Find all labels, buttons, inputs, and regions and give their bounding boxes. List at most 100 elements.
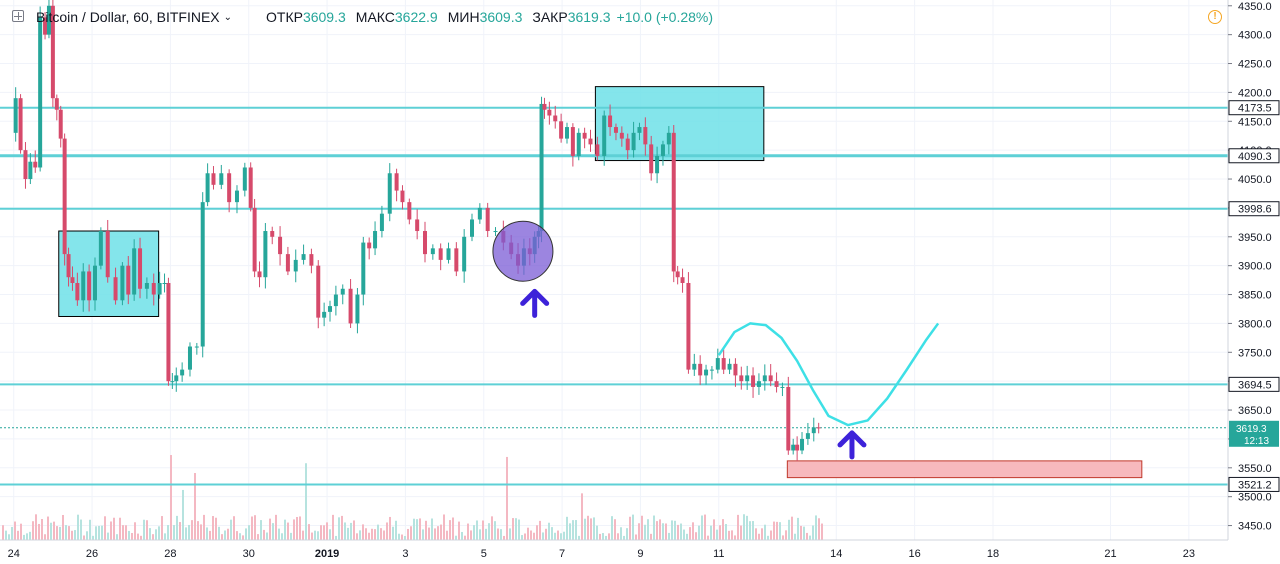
volume-bar	[221, 534, 223, 540]
volume-bar	[587, 515, 589, 540]
volume-bar	[392, 526, 394, 540]
volume-bar	[17, 530, 19, 540]
volume-bar	[284, 519, 286, 540]
volume-bar	[731, 530, 733, 540]
candle-body	[709, 369, 714, 371]
time-tick-label: 9	[637, 548, 643, 560]
price-tick-label: 4050.0	[1238, 174, 1272, 186]
volume-bar	[290, 532, 292, 540]
candle-body	[205, 173, 210, 203]
candle-body	[660, 144, 665, 156]
candle-body	[50, 5, 55, 99]
candle-body	[570, 127, 575, 156]
symbol-title[interactable]: Bitcoin / Dollar, 60, BITFINEX	[36, 9, 220, 25]
candle-body	[13, 98, 18, 133]
candle-body	[174, 375, 179, 382]
volume-bar	[353, 520, 355, 540]
candle-body	[81, 271, 86, 301]
volume-bar	[665, 523, 667, 540]
volume-bar	[47, 516, 49, 540]
volume-bar	[815, 515, 817, 540]
volume-bar	[563, 531, 565, 540]
volume-bar	[788, 519, 790, 540]
volume-bar	[536, 525, 538, 540]
volume-bar	[416, 519, 418, 540]
candle-body	[423, 231, 428, 255]
level-price-label: 4090.3	[1238, 151, 1272, 163]
volume-bar	[215, 517, 217, 540]
volume-bar	[131, 532, 133, 540]
low-label: МИН	[447, 9, 480, 25]
volume-bar	[617, 533, 619, 540]
volume-bar	[149, 528, 151, 540]
volume-bar	[647, 519, 649, 540]
volume-bar	[797, 517, 799, 540]
volume-bar	[65, 525, 67, 540]
volume-bar	[467, 523, 469, 540]
volume-bar	[83, 535, 85, 540]
candle-body	[248, 167, 253, 208]
candle-body	[800, 438, 805, 451]
volume-bar	[269, 518, 271, 540]
volume-bar	[560, 533, 562, 540]
volume-bar	[809, 535, 811, 540]
volume-bar	[491, 516, 493, 540]
candle-body	[655, 155, 660, 174]
price-tick-label: 4350.0	[1238, 1, 1272, 13]
volume-bar	[677, 524, 679, 540]
volume-bar	[689, 527, 691, 540]
volume-bar	[110, 521, 112, 540]
open-value: 3609.3	[302, 9, 346, 25]
volume-bar	[755, 528, 757, 540]
candle-body	[92, 265, 97, 301]
volume-bar	[506, 456, 508, 540]
candle-body	[316, 265, 321, 318]
volume-bar	[479, 529, 481, 540]
candle-body	[631, 132, 636, 151]
volume-bar	[236, 531, 238, 540]
volume-bar	[107, 532, 109, 540]
volume-bar	[812, 525, 814, 540]
candle-body	[643, 127, 648, 145]
volume-bar	[263, 529, 265, 540]
time-tick-label: 28	[164, 548, 176, 560]
volume-bar	[374, 529, 376, 540]
price-tick-label: 3550.0	[1238, 463, 1272, 475]
candle-body	[774, 381, 779, 387]
candle-body	[608, 115, 613, 128]
volume-bar	[2, 525, 4, 540]
candle-body	[138, 248, 143, 289]
volume-bar	[170, 455, 172, 540]
volume-bar	[605, 535, 607, 540]
chevron-down-icon[interactable]: ⌄	[223, 11, 233, 23]
add-symbol-icon[interactable]	[12, 10, 24, 22]
candle-body	[33, 161, 38, 168]
candle-body	[613, 127, 618, 133]
volume-bar	[752, 521, 754, 540]
volume-bar	[761, 528, 763, 540]
volume-bar	[596, 525, 598, 540]
volume-bar	[8, 534, 10, 540]
time-tick-label: 21	[1104, 548, 1116, 560]
candle-body	[727, 363, 732, 370]
volume-bar	[293, 519, 295, 540]
consolidation-zone	[594, 86, 765, 162]
volume-bar	[629, 516, 631, 540]
volume-bar	[674, 520, 676, 540]
candle-body	[739, 375, 744, 382]
warning-icon[interactable]: !	[1208, 10, 1222, 24]
candle-body	[151, 282, 156, 295]
volume-bar	[14, 521, 16, 540]
target-zone	[786, 460, 1143, 479]
candle-body	[619, 132, 624, 139]
candle-body	[698, 363, 703, 376]
candle-body	[637, 127, 642, 133]
volume-bar	[53, 521, 55, 540]
volume-bar	[206, 527, 208, 540]
volume-bar	[167, 525, 169, 540]
candle-body	[379, 213, 384, 232]
volume-bar	[185, 527, 187, 540]
price-tick-label: 3650.0	[1238, 405, 1272, 417]
